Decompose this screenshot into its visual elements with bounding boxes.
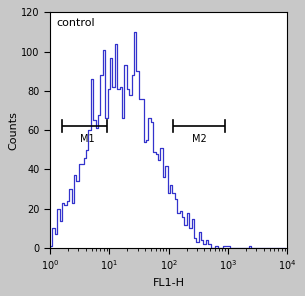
Text: M1: M1 xyxy=(80,134,94,144)
Text: M2: M2 xyxy=(192,134,207,144)
Y-axis label: Counts: Counts xyxy=(8,111,18,149)
Text: control: control xyxy=(57,18,95,28)
X-axis label: FL1-H: FL1-H xyxy=(153,278,185,288)
